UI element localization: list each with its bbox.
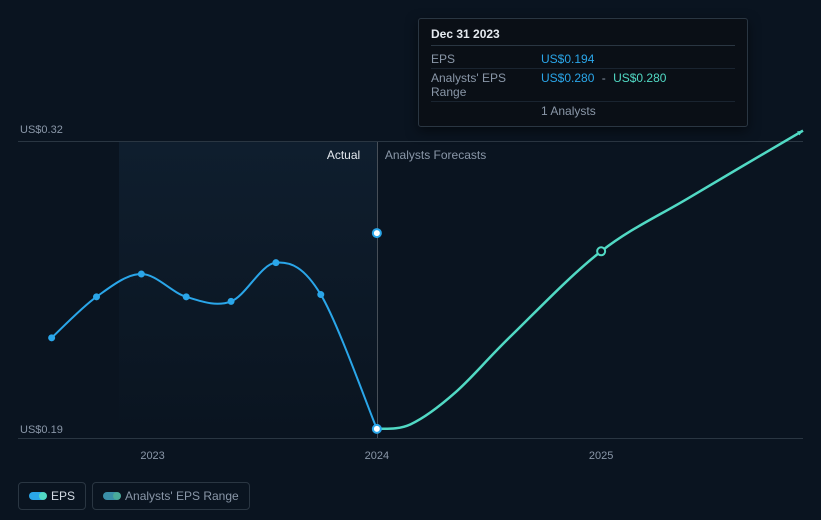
chart-svg	[18, 142, 803, 438]
chart-area[interactable]: US$0.32 US$0.19 Actual Analysts Forecast…	[18, 18, 803, 438]
gridline-bottom	[18, 438, 803, 439]
tooltip-spacer	[431, 104, 541, 118]
tooltip-range-high: US$0.280	[613, 71, 666, 85]
legend-label-eps-range: Analysts' EPS Range	[125, 489, 239, 503]
legend-marker-eps-range	[103, 492, 119, 500]
tooltip-range-label: Analysts' EPS Range	[431, 71, 541, 99]
y-axis-label-max: US$0.32	[20, 124, 63, 136]
tooltip-eps-label: EPS	[431, 52, 541, 66]
legend-marker-eps	[29, 492, 45, 500]
section-label-actual: Actual	[327, 148, 360, 162]
plot-area	[18, 142, 803, 438]
legend-item-eps[interactable]: EPS	[18, 482, 86, 510]
tooltip-range-low: US$0.280	[541, 71, 594, 85]
legend-item-eps-range[interactable]: Analysts' EPS Range	[92, 482, 250, 510]
tooltip-eps-value: US$0.194	[541, 52, 735, 66]
x-axis-tick: 2023	[140, 450, 164, 462]
tooltip: Dec 31 2023 EPS US$0.194 Analysts' EPS R…	[418, 18, 748, 127]
x-axis-tick: 2025	[589, 450, 613, 462]
tooltip-range-sep: -	[602, 71, 606, 85]
x-axis-tick: 2024	[365, 450, 389, 462]
section-label-forecasts: Analysts Forecasts	[385, 148, 486, 162]
tooltip-date: Dec 31 2023	[431, 27, 735, 46]
legend: EPS Analysts' EPS Range	[18, 482, 250, 510]
tooltip-analysts-count: 1 Analysts	[541, 104, 596, 118]
legend-label-eps: EPS	[51, 489, 75, 503]
